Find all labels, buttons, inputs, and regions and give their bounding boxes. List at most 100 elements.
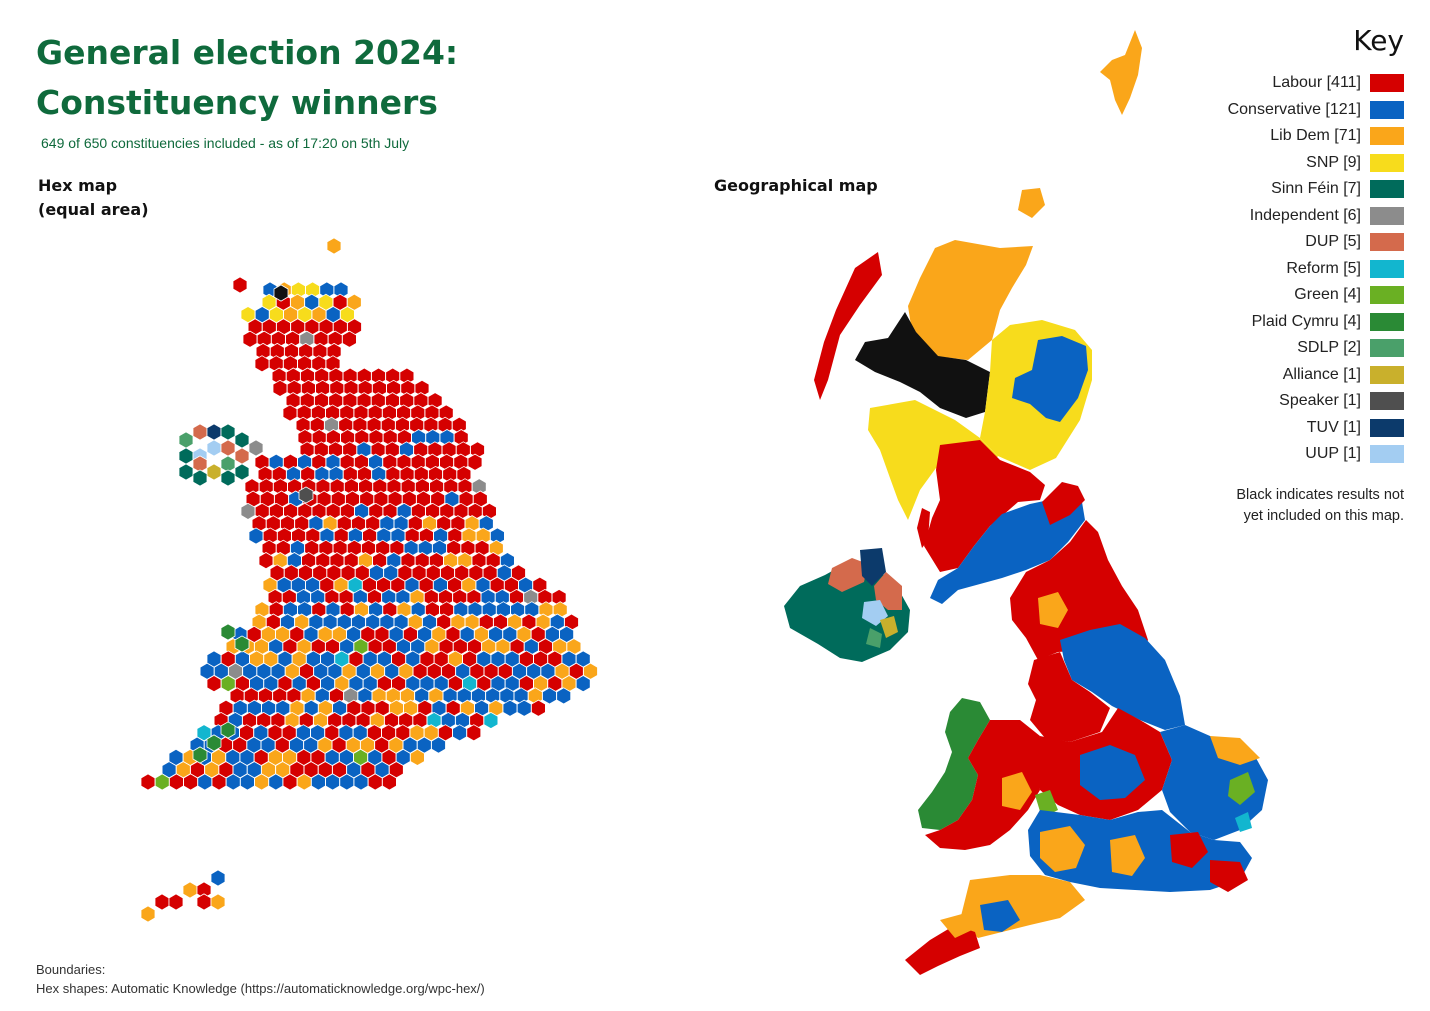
constituency-hex (516, 699, 532, 717)
region-conservative-south-west (980, 900, 1020, 932)
constituency-hex (196, 893, 212, 911)
region-ni-dup (828, 558, 868, 592)
region-labour-dumfries (1042, 482, 1085, 525)
constituency-hex (453, 429, 469, 447)
constituency-hex (466, 724, 482, 742)
region-ni-dup-east (874, 572, 902, 610)
legend-label: Labour [411] (1272, 74, 1361, 92)
legend-label: Lib Dem [71] (1270, 127, 1361, 145)
region-libdem-south-2 (1110, 835, 1145, 876)
legend-swatch (1370, 180, 1404, 199)
constituency-hex (325, 773, 340, 791)
region-libdem-south (1040, 826, 1085, 872)
constituency-hex (472, 490, 488, 508)
constituency-hex (206, 734, 222, 752)
constituency-hex (192, 746, 208, 764)
constituency-hex (273, 284, 289, 302)
geographical-map (784, 30, 1268, 975)
legend-item: UUP [1] (1228, 441, 1404, 468)
region-libdem-wales (1002, 772, 1032, 810)
constituency-hex (552, 601, 568, 619)
constituency-hex (182, 881, 198, 899)
constituency-hex (342, 330, 357, 348)
region-green-suffolk (1228, 772, 1255, 805)
region-conservative-yorkshire (1060, 624, 1185, 730)
constituency-hex (410, 748, 425, 766)
constituency-hex (311, 773, 326, 791)
legend-item: SDLP [2] (1228, 335, 1404, 362)
region-ni-uup (862, 600, 888, 626)
legend-item: Reform [5] (1228, 256, 1404, 283)
constituency-hex (467, 453, 483, 471)
region-conservative-borders (930, 490, 1085, 604)
constituency-hex (197, 773, 213, 791)
constituency-hex (325, 355, 341, 373)
constituency-hex (196, 881, 212, 899)
legend-swatch (1370, 233, 1404, 252)
constituency-hex (242, 330, 258, 348)
region-ni-tuv (860, 548, 886, 586)
legend-label: Reform [5] (1286, 259, 1361, 277)
constituency-hex (438, 404, 454, 422)
region-libdem-norfolk (1210, 736, 1260, 765)
constituency-hex (220, 675, 236, 693)
constituency-hex (326, 237, 342, 255)
footer-boundaries: Boundaries: (36, 962, 106, 977)
legend-label: SNP [9] (1306, 153, 1361, 171)
constituency-hex (154, 773, 170, 791)
constituency-hex (220, 423, 236, 441)
constituency-hex (282, 773, 298, 791)
constituency-hex (566, 638, 582, 656)
constituency-hex (490, 527, 505, 545)
constituency-hex (220, 623, 236, 641)
legend-swatch (1370, 339, 1404, 358)
constituency-hex (298, 486, 314, 504)
constituency-hex (211, 773, 227, 791)
constituency-hex (192, 423, 208, 441)
constituency-hex (551, 588, 567, 607)
legend-label: TUV [1] (1306, 418, 1361, 436)
region-labour-cornwall (905, 925, 980, 975)
legend-label: Plaid Cymru [4] (1251, 312, 1361, 330)
page-title: General election 2024: Constituency winn… (36, 28, 458, 128)
constituency-hex (248, 439, 264, 457)
constituency-hex (414, 379, 430, 397)
region-libdem-cumbria (1038, 592, 1068, 628)
legend-swatch (1370, 392, 1404, 411)
constituency-hex (451, 416, 467, 434)
legend-swatch (1370, 418, 1404, 437)
constituency-hex (382, 773, 397, 791)
constituency-hex (483, 711, 499, 730)
constituency-hex (140, 905, 156, 923)
constituency-hex (353, 773, 369, 791)
constituency-hex (347, 318, 362, 336)
legend-item: SNP [9] (1228, 150, 1404, 177)
constituency-hex (254, 355, 270, 373)
legend-swatch (1370, 100, 1404, 119)
legend-item: DUP [5] (1228, 229, 1404, 256)
legend: Labour [411] Conservative [121] Lib Dem [7… (1228, 70, 1404, 468)
constituency-hex (531, 699, 546, 717)
constituency-hex (470, 441, 485, 459)
constituency-hex (220, 439, 236, 457)
title-line-2: Constituency winners (36, 83, 438, 122)
legend-item: Sinn Féin [7] (1228, 176, 1404, 203)
legend-swatch (1370, 312, 1404, 331)
constituency-hex (456, 465, 472, 484)
region-unreported (855, 312, 990, 418)
region-plaid-wales (918, 698, 990, 830)
footer: Boundaries: Hex shapes: Automatic Knowle… (36, 960, 485, 998)
constituency-hex (556, 687, 572, 705)
legend-item: Alliance [1] (1228, 362, 1404, 389)
region-labour-central-belt (924, 440, 1045, 572)
legend-label: Independent [6] (1249, 206, 1361, 224)
constituency-hex (326, 342, 342, 361)
constituency-hex (206, 463, 222, 481)
region-labour-north-west (1028, 652, 1110, 742)
constituency-hex (240, 502, 256, 520)
legend-item: Independent [6] (1228, 203, 1404, 230)
legend-swatch (1370, 74, 1404, 93)
constituency-hex (234, 463, 250, 481)
footer-hex-credit: Hex shapes: Automatic Knowledge (https:/… (36, 981, 485, 996)
constituency-hex (220, 721, 236, 739)
